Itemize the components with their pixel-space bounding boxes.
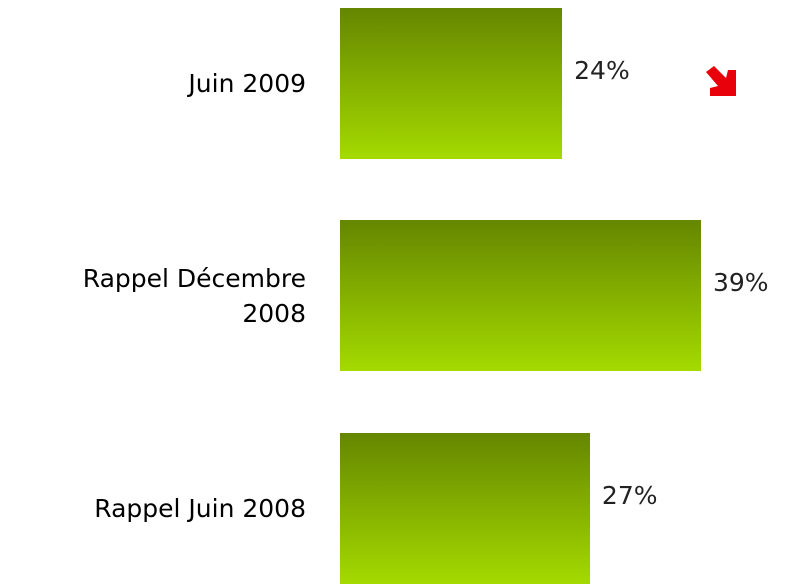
- category-label: Rappel Juin 2008: [0, 433, 306, 584]
- category-text: Rappel Juin 2008: [94, 494, 306, 523]
- category-label: Rappel Décembre 2008: [0, 220, 306, 371]
- category-label: Juin 2009: [0, 8, 306, 159]
- category-text: Juin 2009: [188, 69, 306, 98]
- value-label: 27%: [601, 480, 658, 510]
- category-text: Rappel Décembre 2008: [82, 263, 306, 328]
- bar: [340, 433, 590, 584]
- bar: [340, 8, 563, 159]
- value-label: 39%: [713, 267, 769, 297]
- value-label: 24%: [574, 55, 630, 85]
- bar: [340, 220, 701, 371]
- trend-arrow: [706, 66, 736, 96]
